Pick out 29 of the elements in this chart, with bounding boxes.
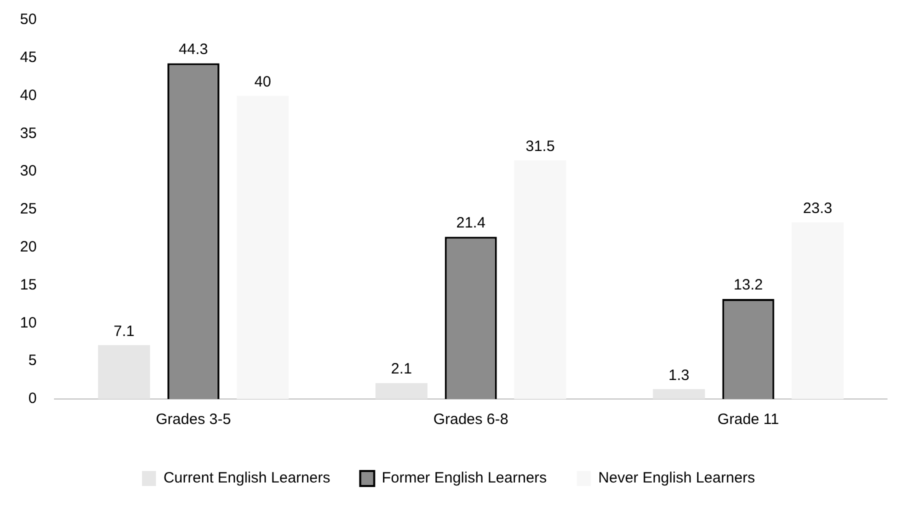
y-tick-label: 50 (20, 11, 37, 28)
x-tick-label: Grades 3-5 (156, 411, 231, 428)
data-label: 13.2 (734, 276, 763, 294)
legend-label: Current English Learners (163, 470, 330, 487)
bar (652, 389, 705, 399)
data-label: 40 (254, 73, 272, 90)
data-label: 7.1 (114, 322, 134, 340)
x-tick-label: Grades 6-8 (433, 411, 508, 428)
legend-label: Never English Learners (598, 470, 756, 487)
y-tick-label: 45 (20, 49, 37, 66)
x-tick-label: Grade 11 (718, 411, 779, 428)
y-tick-label: 40 (20, 86, 37, 104)
y-tick-label: 10 (20, 314, 37, 332)
data-label: 21.4 (456, 214, 486, 232)
data-label: 31.5 (526, 138, 555, 155)
y-tick-label: 5 (28, 352, 37, 370)
bar (98, 345, 150, 399)
y-tick-label: 35 (20, 124, 37, 142)
y-tick-label: 15 (20, 276, 37, 294)
data-label: 1.3 (668, 366, 690, 384)
y-tick-label: 20 (20, 238, 37, 256)
y-tick-label: 30 (20, 162, 37, 180)
y-tick-label: 0 (28, 390, 37, 408)
y-tick-label: 25 (20, 200, 37, 218)
data-label: 44.3 (178, 40, 208, 58)
bar (375, 383, 428, 399)
data-label: 23.3 (803, 200, 832, 218)
legend-label: Former English Learners (382, 470, 547, 487)
data-label: 2.1 (391, 360, 412, 378)
